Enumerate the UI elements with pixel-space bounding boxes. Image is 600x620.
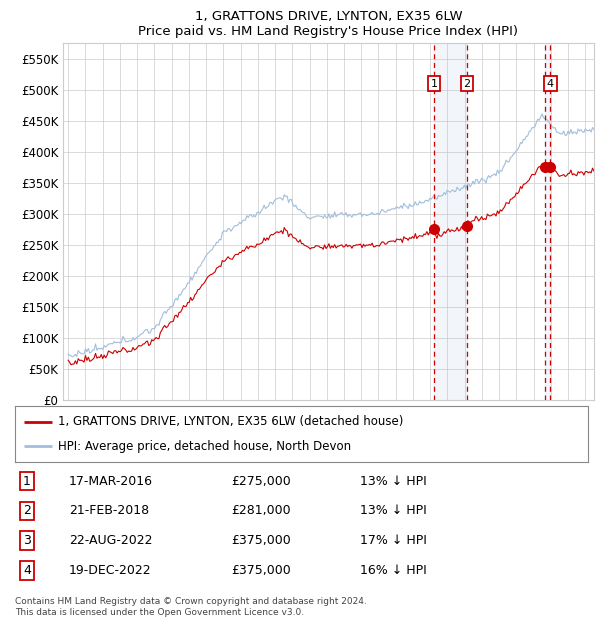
- Text: 1: 1: [23, 475, 31, 487]
- Text: 1, GRATTONS DRIVE, LYNTON, EX35 6LW (detached house): 1, GRATTONS DRIVE, LYNTON, EX35 6LW (det…: [58, 415, 403, 428]
- Text: 3: 3: [23, 534, 31, 547]
- Text: Contains HM Land Registry data © Crown copyright and database right 2024.
This d: Contains HM Land Registry data © Crown c…: [15, 598, 367, 617]
- Text: £281,000: £281,000: [231, 505, 290, 517]
- Text: 22-AUG-2022: 22-AUG-2022: [69, 534, 152, 547]
- Text: £275,000: £275,000: [231, 475, 291, 487]
- Text: 16% ↓ HPI: 16% ↓ HPI: [360, 564, 427, 577]
- Text: 4: 4: [23, 564, 31, 577]
- Text: 2: 2: [23, 505, 31, 517]
- Text: 1: 1: [430, 79, 437, 89]
- Text: £375,000: £375,000: [231, 534, 291, 547]
- Bar: [545, 43, 550, 400]
- Text: 2: 2: [463, 79, 470, 89]
- Text: 17% ↓ HPI: 17% ↓ HPI: [360, 534, 427, 547]
- Text: 21-FEB-2018: 21-FEB-2018: [69, 505, 149, 517]
- Text: £375,000: £375,000: [231, 564, 291, 577]
- Text: 13% ↓ HPI: 13% ↓ HPI: [360, 475, 427, 487]
- Title: 1, GRATTONS DRIVE, LYNTON, EX35 6LW
Price paid vs. HM Land Registry's House Pric: 1, GRATTONS DRIVE, LYNTON, EX35 6LW Pric…: [139, 10, 518, 38]
- Text: HPI: Average price, detached house, North Devon: HPI: Average price, detached house, Nort…: [58, 440, 351, 453]
- Text: 13% ↓ HPI: 13% ↓ HPI: [360, 505, 427, 517]
- Text: 17-MAR-2016: 17-MAR-2016: [69, 475, 153, 487]
- Bar: [434, 43, 467, 400]
- Text: 4: 4: [547, 79, 554, 89]
- Text: 19-DEC-2022: 19-DEC-2022: [69, 564, 152, 577]
